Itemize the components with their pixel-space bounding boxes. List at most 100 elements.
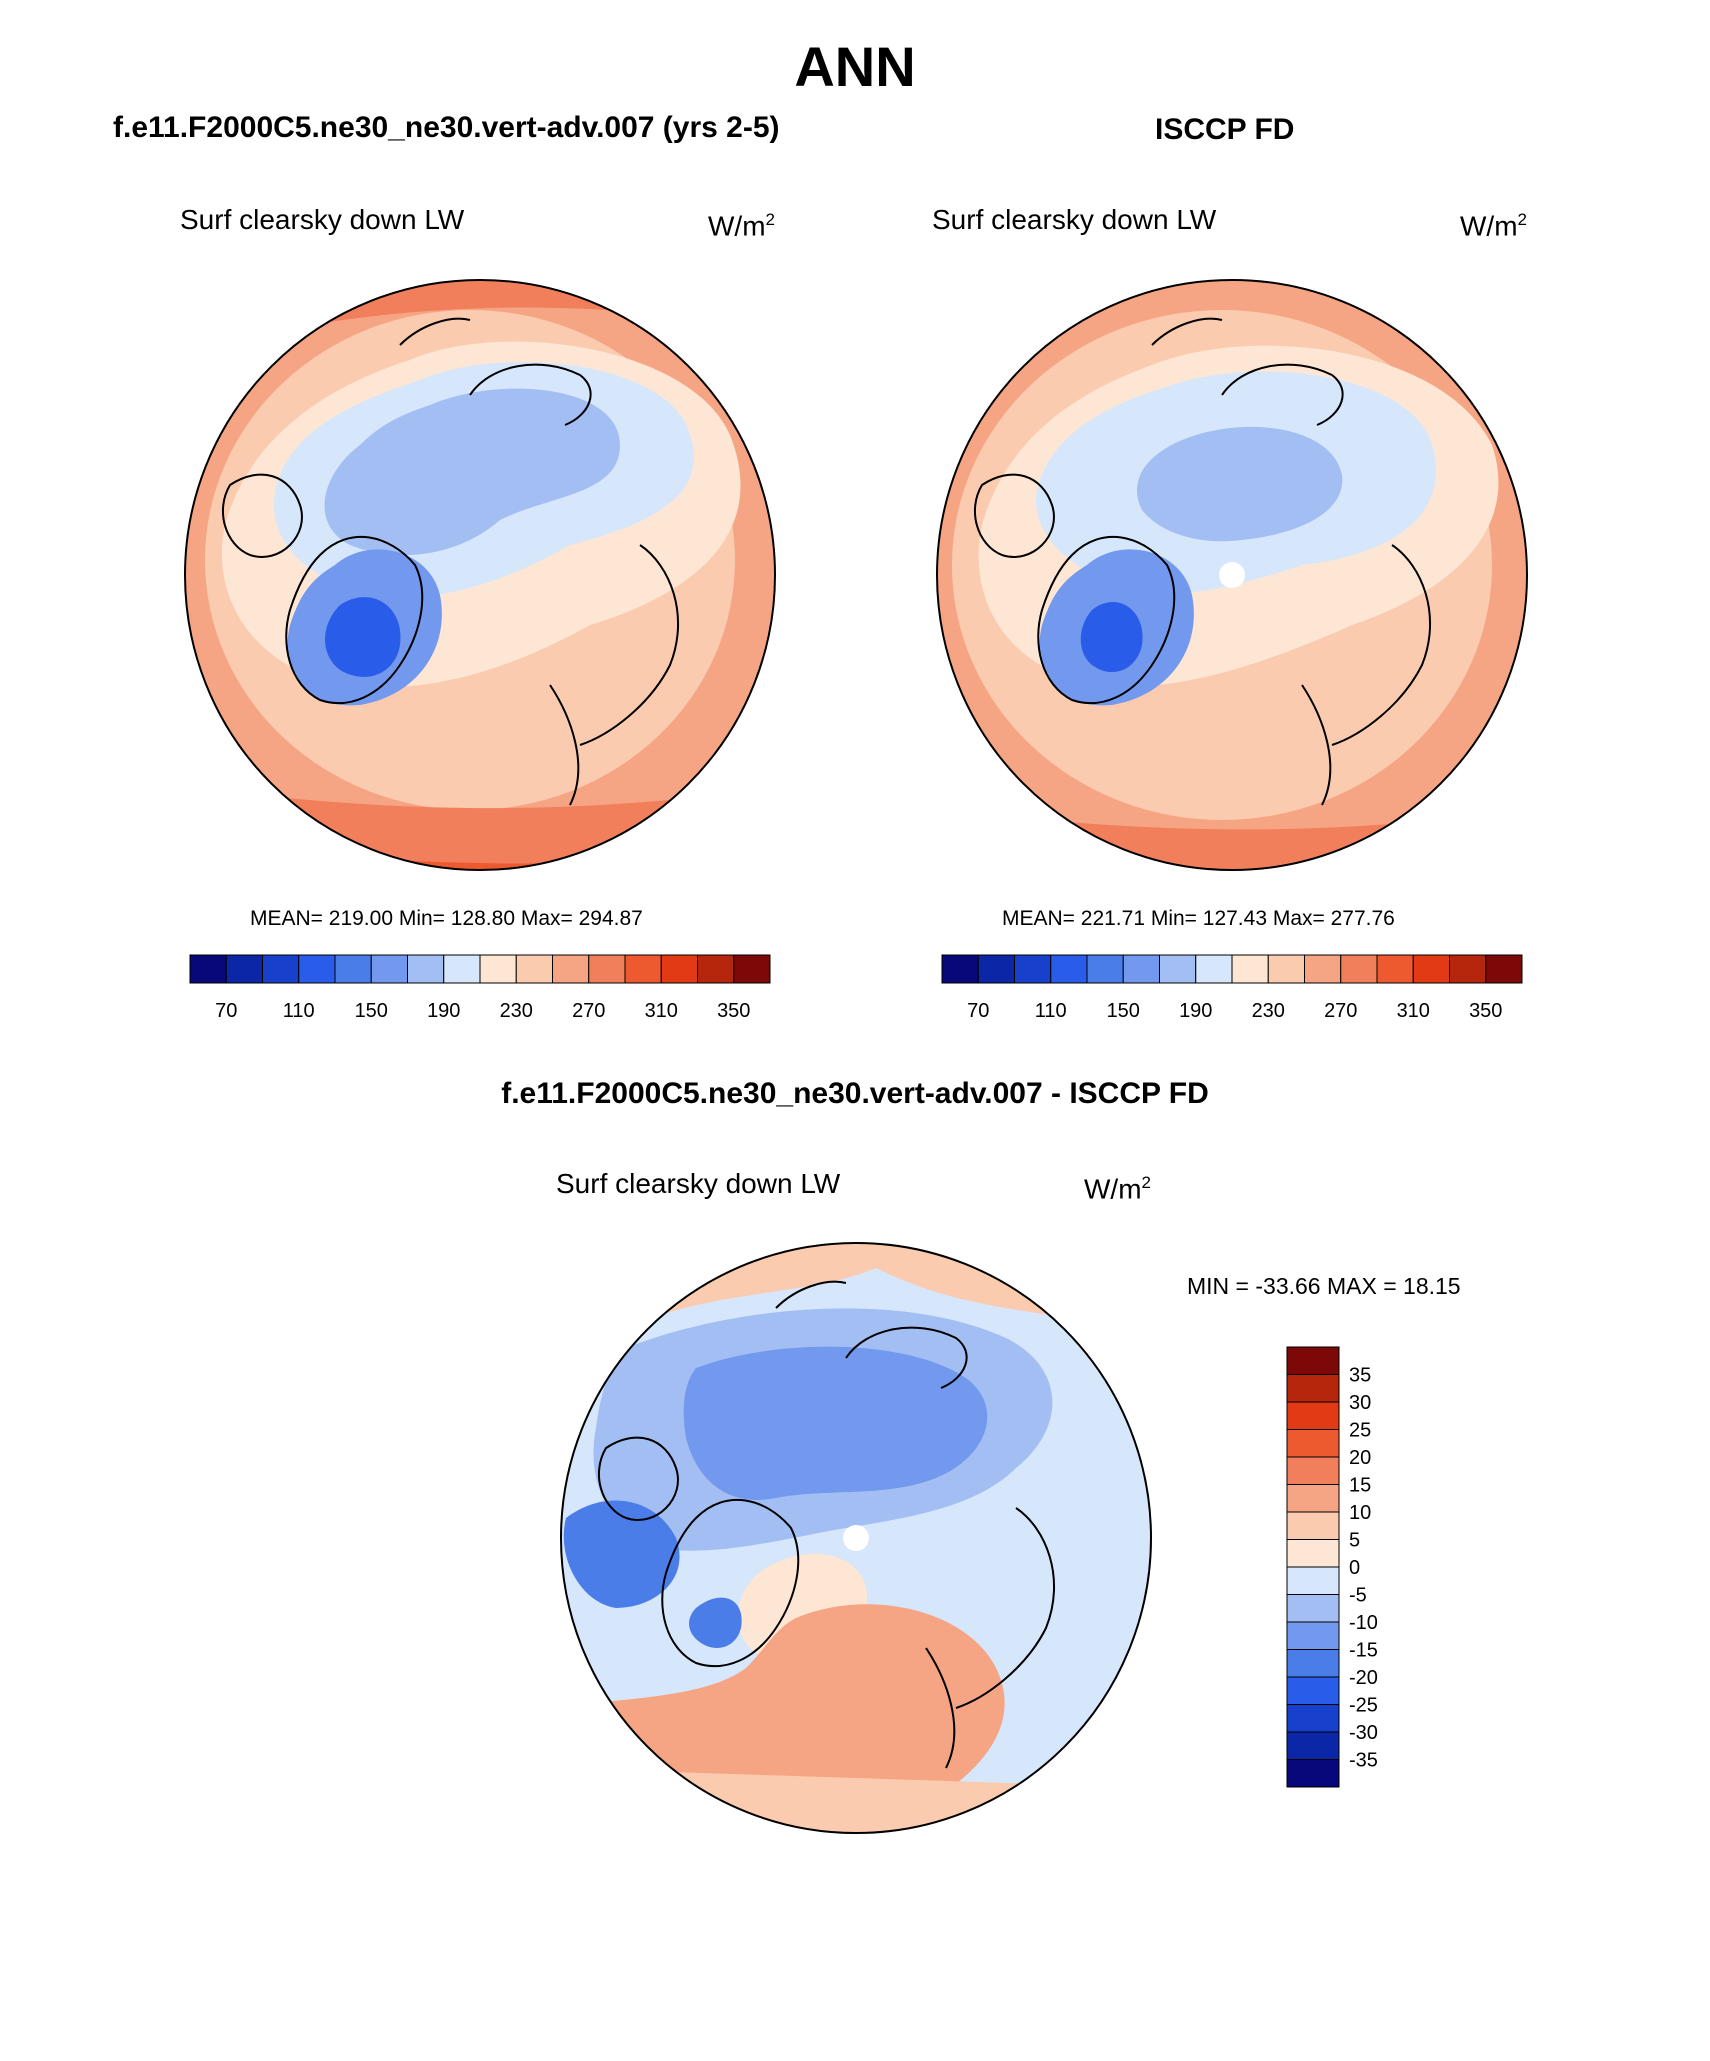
diff-colorbar-cell	[1286, 1594, 1340, 1623]
obs-stats: MEAN= 221.71 Min= 127.43 Max= 277.76	[1002, 907, 1395, 930]
obs-colorbar-cell	[1159, 954, 1197, 984]
obs-colorbar-cell	[1376, 954, 1414, 984]
diff-colorbar-tick-label: 15	[1349, 1475, 1371, 1497]
model-map-boundary	[184, 279, 776, 871]
obs-units-label: W/m2	[1460, 210, 1527, 242]
diff-field-canada-low	[563, 1500, 680, 1608]
model-colorbar-tick-label: 350	[717, 1000, 750, 1022]
diff-colorbar-tick-label: 20	[1349, 1447, 1371, 1469]
diff-colorbar-cell	[1286, 1731, 1340, 1760]
model-colorbar-cell	[588, 954, 626, 984]
diff-colorbar-tick-label: -30	[1349, 1722, 1378, 1744]
obs-colorbar-cell	[1267, 954, 1305, 984]
diff-colorbar-cell	[1286, 1374, 1340, 1403]
obs-colorbar-cell	[1340, 954, 1378, 984]
diff-units-label: W/m2	[1084, 1173, 1151, 1205]
obs-panel-title: ISCCP FD	[1155, 113, 1295, 146]
model-colorbar-cell	[225, 954, 263, 984]
obs-greenland-min	[1080, 602, 1143, 673]
diff-colorbar-tick-label: -10	[1349, 1612, 1378, 1634]
obs-colorbar-cell	[977, 954, 1015, 984]
obs-colorbar-tick-label: 190	[1179, 1000, 1212, 1022]
diff-colorbar-tick-label: -25	[1349, 1695, 1378, 1717]
model-coastlines	[221, 317, 679, 806]
obs-coastlines	[973, 317, 1431, 806]
model-colorbar: 70 110 150 190 230 270 310 350	[189, 954, 771, 1022]
diff-colorbar-tick-label: -15	[1349, 1640, 1378, 1662]
diff-colorbar-cell	[1286, 1401, 1340, 1430]
diff-coastlines	[597, 1280, 1055, 1769]
obs-pole-gap	[1219, 562, 1245, 588]
model-polar-map	[184, 279, 776, 871]
model-variable-label: Surf clearsky down LW	[180, 204, 465, 235]
model-colorbar-tick-label: 190	[427, 1000, 460, 1022]
diff-colorbar-cell	[1286, 1566, 1340, 1595]
diff-min-max: MIN = -33.66 MAX = 18.15	[1187, 1273, 1461, 1299]
diff-colorbar-tick-label: -20	[1349, 1667, 1378, 1689]
model-colorbar-tick-label: 270	[572, 1000, 605, 1022]
model-colorbar-cell	[334, 954, 372, 984]
model-colorbar-cell	[298, 954, 336, 984]
diff-colorbar-cell	[1286, 1621, 1340, 1650]
model-colorbar-tick-label: 310	[645, 1000, 678, 1022]
obs-colorbar-cell	[1231, 954, 1269, 984]
obs-colorbar-cell	[1086, 954, 1124, 984]
diff-colorbar-tick-label: 10	[1349, 1502, 1371, 1524]
obs-colorbar-tick-label: 110	[1035, 1000, 1067, 1022]
obs-colorbar-tick-label: 70	[967, 1000, 989, 1022]
obs-colorbar-cell	[1122, 954, 1160, 984]
diff-colorbar-tick-label: 5	[1349, 1530, 1360, 1552]
model-colorbar-tick-label: 150	[355, 1000, 388, 1022]
model-colorbar-tick-label: 230	[500, 1000, 533, 1022]
model-field-band-190	[324, 388, 620, 556]
model-colorbar-cell	[697, 954, 735, 984]
diff-colorbar-cell	[1286, 1456, 1340, 1485]
obs-field-band-190	[1136, 426, 1343, 542]
model-colorbar-tick-label: 110	[283, 1000, 315, 1022]
diff-colorbar-cell	[1286, 1539, 1340, 1568]
diff-polar-map	[560, 1242, 1152, 1834]
model-panel-title: f.e11.F2000C5.ne30_ne30.vert-adv.007 (yr…	[113, 111, 780, 144]
obs-colorbar-tick-label: 350	[1469, 1000, 1502, 1022]
diff-colorbar-tick-label: -5	[1349, 1585, 1367, 1607]
diff-colorbar-tick-label: 0	[1349, 1557, 1360, 1579]
model-colorbar-cell	[733, 954, 771, 984]
obs-colorbar-cell	[1449, 954, 1487, 984]
model-colorbar-cell	[660, 954, 698, 984]
obs-colorbar-cell	[1412, 954, 1450, 984]
model-colorbar-cell	[624, 954, 662, 984]
model-colorbar-cell	[189, 954, 227, 984]
diff-colorbar-cell	[1286, 1676, 1340, 1705]
diff-colorbar-cell	[1286, 1429, 1340, 1458]
obs-colorbar-cell	[1014, 954, 1052, 984]
diff-panel-title: f.e11.F2000C5.ne30_ne30.vert-adv.007 - I…	[501, 1077, 1209, 1110]
diff-colorbar-cell	[1286, 1346, 1340, 1375]
obs-colorbar-tick-label: 270	[1324, 1000, 1357, 1022]
obs-colorbar-cell	[1050, 954, 1088, 984]
diff-field-positive-bottom	[561, 1768, 1151, 1833]
obs-variable-label: Surf clearsky down LW	[932, 204, 1217, 235]
model-colorbar-cell	[479, 954, 517, 984]
diff-colorbar-tick-label: 25	[1349, 1420, 1371, 1442]
obs-colorbar-cell	[1195, 954, 1233, 984]
diff-pole-gap	[843, 1525, 869, 1551]
diff-field-minus-15	[683, 1346, 988, 1500]
model-colorbar-cell	[407, 954, 445, 984]
diff-colorbar-cell	[1286, 1484, 1340, 1513]
model-units-label: W/m2	[708, 210, 775, 242]
diff-colorbar-tick-label: -35	[1349, 1750, 1378, 1772]
model-colorbar-cell	[515, 954, 553, 984]
obs-map-boundary	[936, 279, 1528, 871]
obs-colorbar-tick-label: 310	[1397, 1000, 1430, 1022]
diff-colorbar-cell	[1286, 1704, 1340, 1733]
obs-colorbar-tick-label: 150	[1107, 1000, 1140, 1022]
model-colorbar-cell	[552, 954, 590, 984]
model-stats: MEAN= 219.00 Min= 128.80 Max= 294.87	[250, 907, 643, 930]
model-greenland-min	[325, 597, 401, 677]
obs-polar-map	[936, 279, 1528, 871]
obs-colorbar-tick-label: 230	[1252, 1000, 1285, 1022]
obs-colorbar-cell	[1485, 954, 1523, 984]
obs-colorbar-cell	[1304, 954, 1342, 984]
model-colorbar-cell	[370, 954, 408, 984]
diff-colorbar-cell	[1286, 1511, 1340, 1540]
